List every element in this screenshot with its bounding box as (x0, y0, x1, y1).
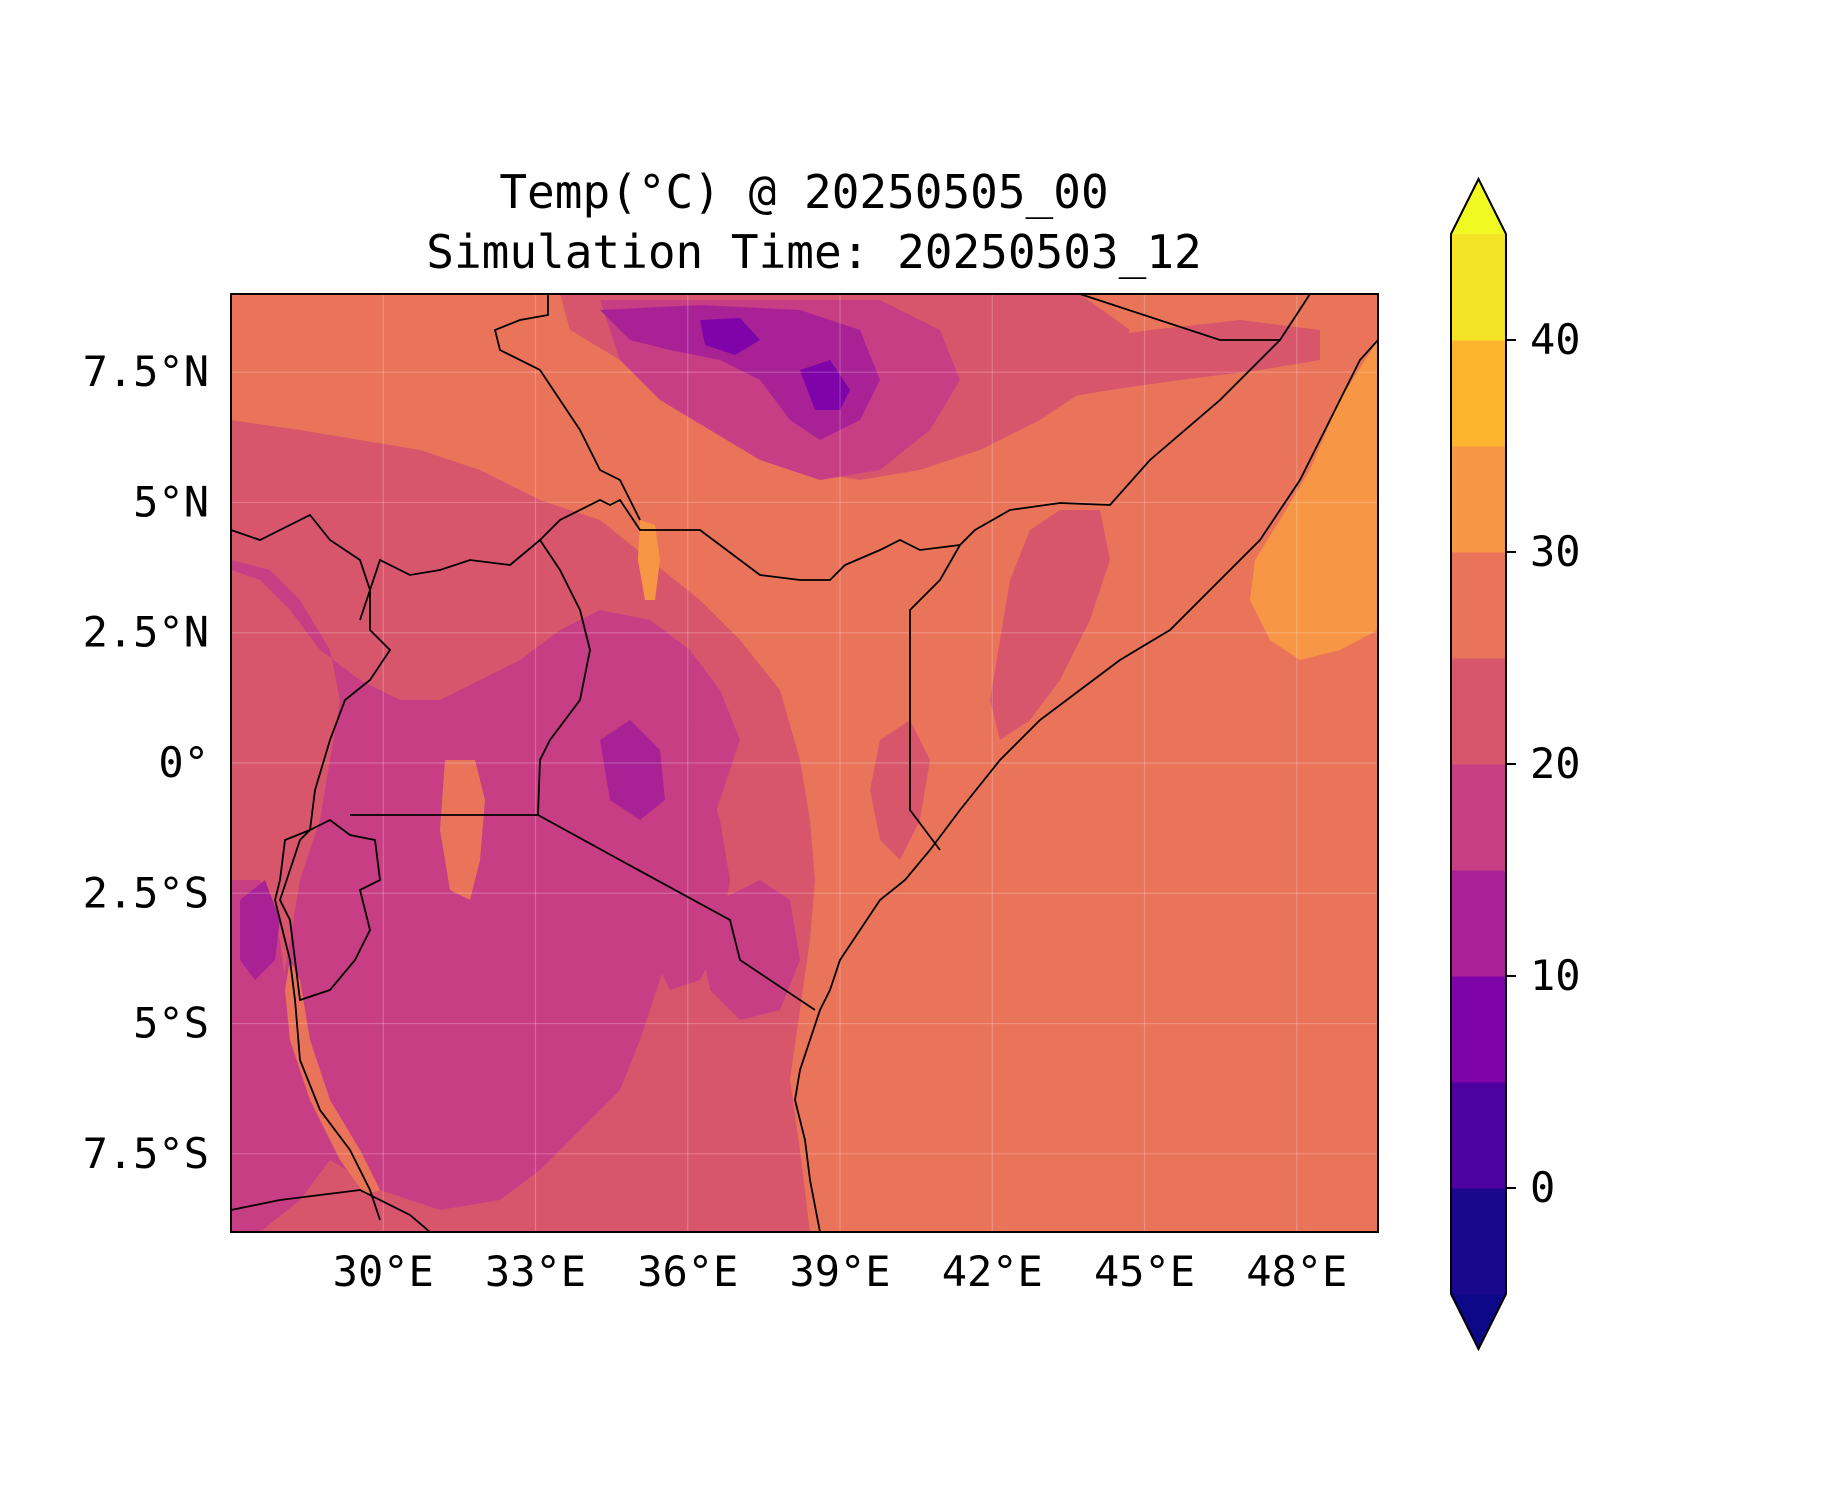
border-uganda-drc (309, 590, 392, 831)
colorbar-segment (1451, 234, 1506, 341)
temp-region-ethiopia-peaks (600, 305, 880, 440)
temp-region-victoria-warm (440, 760, 485, 900)
x-tick-label: 30°E (333, 1247, 434, 1296)
colorbar-tick-label: 0 (1530, 1163, 1555, 1212)
map-frame (230, 293, 1379, 1233)
colorbar-segment (1451, 870, 1506, 977)
temp-region-kenya-north (870, 720, 930, 860)
gridlines (231, 294, 1378, 1232)
border-southsudan-uganda (359, 539, 541, 621)
colorbar-segment (1451, 1188, 1506, 1295)
temp-region-tanganyika-warm (285, 960, 380, 1195)
x-tick-label: 42°E (942, 1247, 1043, 1296)
y-tick-label: 2.5°S (83, 868, 209, 917)
colorbar-segment (1451, 1082, 1506, 1189)
colorbar-outline (1450, 176, 1507, 1352)
colorbar-segment (1451, 552, 1506, 659)
border-drc-tanzania (274, 829, 381, 1221)
colorbar-over-extension (1451, 179, 1506, 234)
y-tick-label: 5°N (133, 477, 209, 526)
border-kenya-ethiopia (539, 498, 961, 581)
border-southsudan-ethiopia (493, 294, 641, 521)
colorbar-segment (1451, 340, 1506, 447)
border-kenya-somalia (909, 544, 961, 851)
border-ethiopia-somalia-north (1079, 294, 1280, 341)
title-line1: Temp(°C) @ 20250505_00 (499, 165, 1108, 219)
temp-region-rwenzori (240, 880, 280, 980)
x-tick-label: 48°E (1246, 1247, 1347, 1296)
y-axis-ticks: 7.5°N 5°N 2.5°N 0° 2.5°S 5°S 7.5°S (83, 347, 209, 1178)
x-axis-ticks: 30°E 33°E 36°E 39°E 42°E 45°E 48°E (333, 1247, 1348, 1296)
country-borders (231, 294, 1378, 1232)
temp-region-kenya-highlands (700, 880, 800, 1020)
border-uganda-kenya (537, 539, 591, 816)
border-tanzania-north (350, 814, 816, 1011)
temp-region-somali-patch (990, 510, 1110, 740)
y-tick-label: 7.5°N (83, 347, 209, 396)
border-drc-southsudan (231, 513, 371, 591)
temp-region-coldest (800, 360, 850, 410)
colorbar-ticks: 0 10 20 30 40 (1506, 315, 1581, 1212)
title-line2: Simulation Time: 20250503_12 (426, 225, 1201, 279)
temp-region-kilimanjaro (600, 720, 665, 820)
colorbar-tick-label: 30 (1530, 527, 1581, 576)
border-somalia-ethiopia (959, 294, 1311, 546)
y-tick-label: 7.5°S (83, 1129, 209, 1178)
border-rwanda-burundi (279, 818, 381, 1002)
colorbar-segment (1451, 446, 1506, 553)
colorbar-segment (1451, 658, 1506, 765)
x-tick-label: 36°E (637, 1247, 738, 1296)
map-area (231, 294, 1378, 1232)
colorbar-under-extension (1451, 1294, 1506, 1349)
x-tick-label: 45°E (1094, 1247, 1195, 1296)
temp-region-somali-coast (1250, 340, 1378, 660)
x-tick-label: 33°E (485, 1247, 586, 1296)
temp-region-east-highlands (600, 620, 730, 990)
y-tick-label: 5°S (133, 999, 209, 1048)
colorbar-segment (1451, 764, 1506, 871)
temp-region-turkana (638, 520, 660, 600)
temp-region-coldest-2 (700, 318, 760, 355)
colorbar (1450, 176, 1507, 1352)
colorbar-tick-label: 20 (1530, 739, 1581, 788)
colorbar-tick-label: 10 (1530, 951, 1581, 1000)
coastline (794, 339, 1378, 1232)
colorbar-tick-label: 40 (1530, 315, 1581, 364)
y-tick-label: 0° (158, 738, 209, 787)
colorbar-segment (1451, 976, 1506, 1083)
y-tick-label: 2.5°N (83, 608, 209, 657)
x-tick-label: 39°E (789, 1247, 890, 1296)
border-zambia (231, 1189, 431, 1232)
